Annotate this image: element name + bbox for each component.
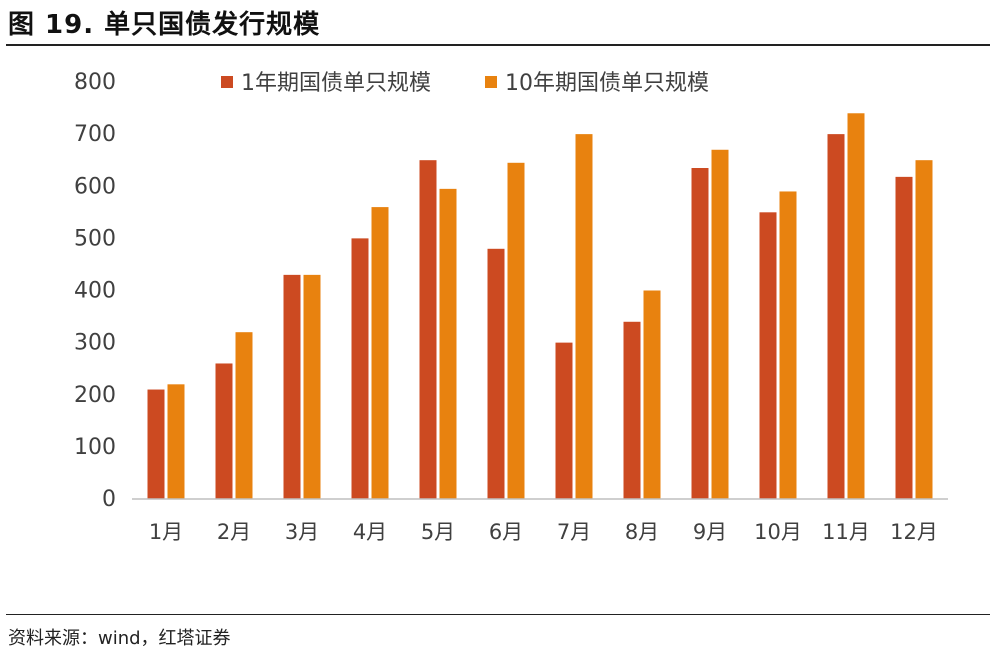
bar-10y (915, 160, 933, 499)
bar-1y (419, 160, 437, 499)
y-tick-label: 200 (74, 383, 116, 408)
x-tick-label: 12月 (890, 520, 938, 544)
x-tick-label: 8月 (625, 520, 659, 544)
chart-bars (147, 113, 933, 500)
x-tick-label: 7月 (557, 520, 591, 544)
legend-label-1y: 1年期国债单只规模 (241, 71, 431, 96)
source-note: 资料来源：wind，红塔证券 (8, 628, 231, 649)
x-axis: 1月 2月 3月 4月 5月 6月 7月 8月 9月 10月 11月 12月 (132, 498, 948, 544)
x-tick-label: 1月 (149, 520, 183, 544)
legend-swatch-10y (485, 76, 497, 88)
bar-1y (147, 389, 165, 499)
x-tick-label: 10月 (754, 520, 802, 544)
y-tick-label: 0 (102, 487, 116, 512)
bar-10y (507, 162, 525, 499)
y-tick-label: 300 (74, 331, 116, 356)
bar-1y (351, 238, 369, 499)
x-tick-label: 5月 (421, 520, 455, 544)
bar-1y (827, 134, 845, 499)
legend-label-10y: 10年期国债单只规模 (505, 71, 709, 96)
x-tick-label: 4月 (353, 520, 387, 544)
bar-chart: 1年期国债单只规模 10年期国债单只规模 0 100 200 300 400 500 600 7… (74, 70, 948, 544)
x-tick-label: 9月 (693, 520, 727, 544)
bar-10y (847, 113, 865, 500)
bar-1y (555, 342, 573, 499)
x-tick-label: 6月 (489, 520, 523, 544)
y-tick-label: 400 (74, 279, 116, 304)
y-tick-label: 700 (74, 122, 116, 147)
bar-10y (167, 384, 185, 499)
bar-10y (779, 191, 797, 499)
chart-legend: 1年期国债单只规模 10年期国债单只规模 (221, 71, 709, 96)
footer-divider (6, 614, 990, 615)
bar-10y (575, 134, 593, 499)
figure-title: 图 19. 单只国债发行规模 (8, 10, 321, 40)
bar-10y (711, 149, 729, 499)
bar-10y (371, 207, 389, 499)
x-tick-label: 11月 (822, 520, 870, 544)
bar-1y (623, 321, 641, 499)
x-tick-label: 3月 (285, 520, 319, 544)
bar-10y (235, 332, 253, 499)
bar-10y (439, 188, 457, 499)
y-tick-label: 500 (74, 226, 116, 251)
bar-1y (215, 363, 233, 499)
bar-1y (691, 168, 709, 499)
bar-1y (759, 212, 777, 499)
legend-swatch-1y (221, 76, 233, 88)
bar-1y (895, 176, 913, 499)
bar-1y (487, 248, 505, 499)
y-axis: 0 100 200 300 400 500 600 700 800 (74, 70, 116, 512)
y-tick-label: 100 (74, 435, 116, 460)
bar-10y (643, 290, 661, 499)
bar-1y (283, 274, 301, 499)
y-tick-label: 800 (74, 70, 116, 95)
x-tick-label: 2月 (217, 520, 251, 544)
y-tick-label: 600 (74, 174, 116, 199)
title-divider (6, 44, 990, 46)
bar-10y (303, 274, 321, 499)
